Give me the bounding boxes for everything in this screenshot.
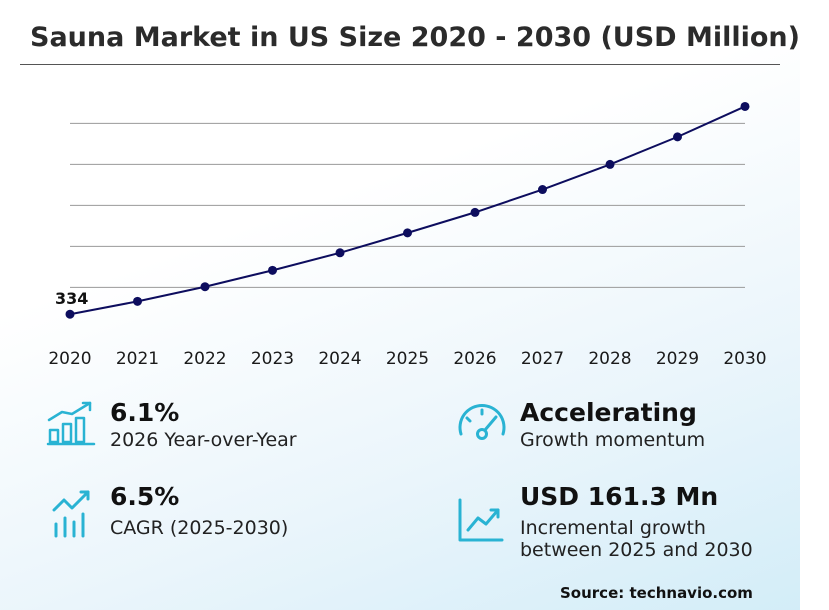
stat-label-line1: Incremental growth [520, 517, 706, 539]
data-labels: 334 [55, 289, 88, 308]
x-tick-2025: 2025 [386, 349, 429, 369]
stat-label: CAGR (2025-2030) [110, 517, 289, 539]
background [0, 0, 800, 610]
data-point-2028 [605, 159, 615, 169]
x-tick-2022: 2022 [183, 349, 226, 369]
stat-value: Accelerating [520, 398, 697, 427]
data-point-2025 [403, 228, 412, 238]
data-point-2020 [65, 309, 75, 319]
data-point-2021 [133, 296, 142, 306]
data-point-2026 [470, 207, 480, 217]
chart-title: Sauna Market in US Size 2020 - 2030 (USD… [30, 22, 800, 53]
data-point-2027 [538, 185, 547, 195]
x-tick-2028: 2028 [588, 349, 631, 369]
stat-value: USD 161.3 Mn [520, 482, 719, 511]
series-line [69, 105, 746, 316]
stat-label-line2: between 2025 and 2030 [520, 539, 753, 561]
line-chart-icon [458, 498, 504, 542]
data-point-2022 [200, 282, 210, 292]
x-tick-2024: 2024 [318, 349, 361, 369]
x-tick-2029: 2029 [656, 349, 699, 369]
x-tick-2023: 2023 [251, 349, 294, 369]
data-point-2024 [335, 248, 345, 258]
x-tick-labels: 2020 2021 2022 2023 2024 2025 2026 2027 2028 2029… [48, 349, 766, 369]
x-tick-2027: 2027 [521, 349, 564, 369]
stat-value: 6.1% [110, 398, 180, 427]
line-chart: 2020 2021 2022 2023 2024 2025 2026 2027 2028 2029… [48, 101, 767, 369]
data-point-2029 [673, 132, 682, 142]
bar-growth-icon [46, 401, 96, 446]
x-tick-2026: 2026 [453, 349, 496, 369]
data-point-2030 [740, 101, 750, 111]
source-credit: Source: technavio.com [560, 584, 753, 602]
x-tick-2021: 2021 [116, 349, 159, 369]
stat-value: 6.5% [110, 482, 180, 511]
speedometer-icon [458, 403, 506, 440]
title-divider [20, 64, 780, 65]
x-tick-2020: 2020 [48, 349, 91, 369]
gridlines [70, 122, 745, 288]
data-label-2020: 334 [55, 289, 88, 308]
x-tick-2030: 2030 [723, 349, 766, 369]
trend-bars-icon [52, 490, 90, 538]
stat-label: 2026 Year-over-Year [110, 429, 297, 451]
stat-label: Growth momentum [520, 429, 706, 451]
data-points [65, 101, 750, 319]
data-point-2023 [268, 265, 277, 275]
